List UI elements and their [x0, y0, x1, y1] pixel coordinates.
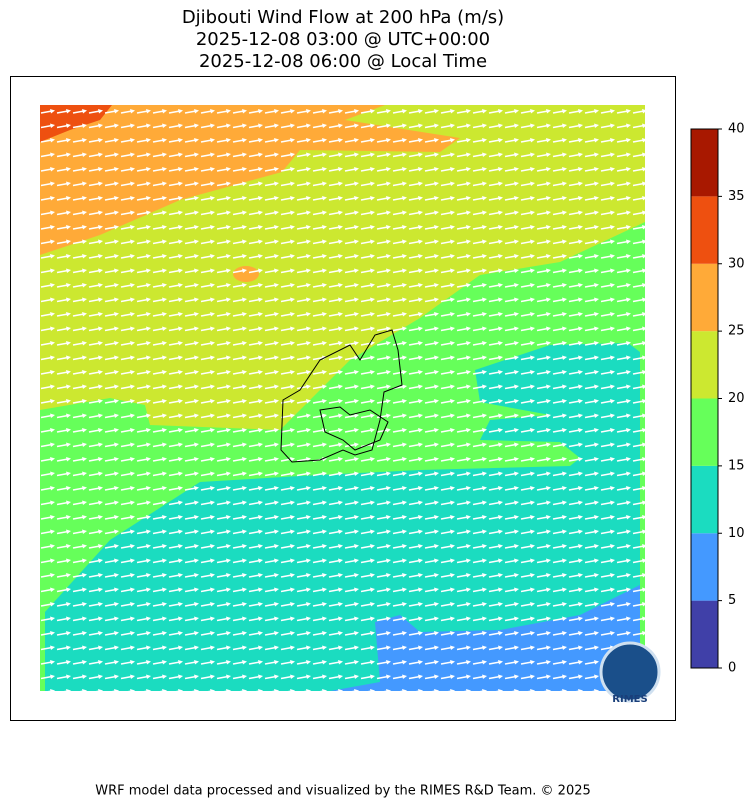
colorbar-band: [691, 129, 718, 197]
title-line: 2025-12-08 03:00 @ UTC+00:00: [196, 29, 490, 50]
title-line: Djibouti Wind Flow at 200 hPa (m/s): [182, 7, 504, 28]
colorbar-tick-label: 20: [728, 391, 745, 406]
colorbar-tick-label: 30: [728, 256, 745, 271]
map-frame: [10, 76, 676, 721]
colorbar-tick-label: 40: [728, 122, 745, 137]
colorbar-tick-label: 5: [728, 593, 736, 608]
colorbar-band: [691, 398, 718, 466]
colorbar-band: [691, 465, 718, 534]
country-border: [280, 329, 403, 463]
wind-arrows: [40, 105, 645, 691]
colorbar-band: [691, 533, 718, 601]
map: RIMES: [40, 105, 661, 705]
colorbar-band: [691, 263, 718, 332]
colorbar-tick-label: 0: [728, 661, 736, 676]
colorbar-band: [691, 331, 718, 399]
colorbar-band: [691, 196, 718, 264]
logo-emblem: [599, 641, 661, 703]
title-line: 2025-12-08 06:00 @ Local Time: [199, 51, 487, 72]
colorbar-tick-label: 35: [728, 189, 745, 204]
colorbar-tick-label: 25: [728, 324, 745, 339]
colorbar-tick-label: 10: [728, 526, 745, 541]
logo-text: RIMES: [612, 694, 647, 705]
footer: WRF model data processed and visualized …: [95, 784, 591, 799]
colorbar: 0 5 10 15 20 25 30 35 40: [690, 122, 745, 676]
colorbar-tick-label: 15: [728, 458, 745, 473]
colorbar-band: [691, 600, 718, 668]
